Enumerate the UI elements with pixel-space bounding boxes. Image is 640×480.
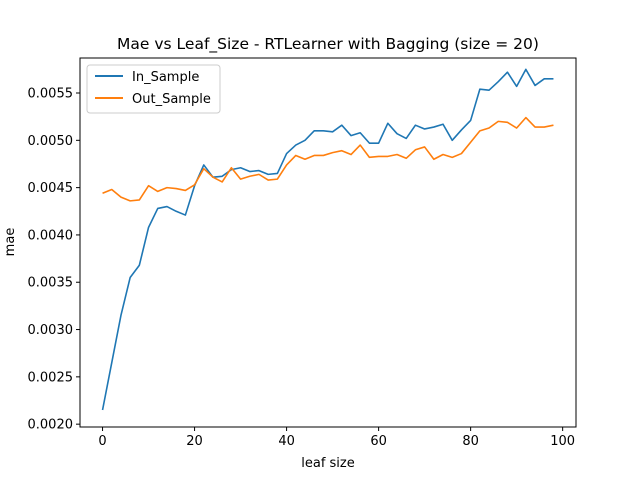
x-tick-label: 40 xyxy=(278,434,295,449)
y-axis-label: mae xyxy=(3,228,18,257)
y-tick-label: 0.0030 xyxy=(28,323,74,338)
legend-label-out-sample: Out_Sample xyxy=(132,92,211,107)
plot-background xyxy=(80,58,576,427)
plot-frame xyxy=(79,57,577,428)
y-tick-label: 0.0040 xyxy=(28,228,74,243)
legend-label-in-sample: In_Sample xyxy=(132,70,199,85)
x-tick-label: 80 xyxy=(462,434,479,449)
series-lines xyxy=(101,68,554,411)
x-tick-label: 60 xyxy=(370,434,387,449)
y-tick-label: 0.0035 xyxy=(28,276,74,291)
x-tick-label: 20 xyxy=(186,434,203,449)
y-tick-label: 0.0020 xyxy=(28,418,74,433)
y-tick-label: 0.0025 xyxy=(28,370,74,385)
chart-title: Mae vs Leaf_Size - RTLearner with Baggin… xyxy=(117,35,539,54)
y-tick-label: 0.0045 xyxy=(28,181,74,196)
x-tick-label: 0 xyxy=(98,434,106,449)
x-axis-ticks: 0 20 40 60 80 100 xyxy=(98,427,575,449)
series-line-in-sample xyxy=(101,68,554,411)
y-tick-label: 0.0050 xyxy=(28,134,74,149)
legend: In_Sample Out_Sample xyxy=(86,64,221,114)
x-tick-label: 100 xyxy=(550,434,575,449)
y-axis-ticks: 0.0020 0.0025 0.0030 0.0035 0.0040 0.0045 0.00… xyxy=(28,87,80,433)
plot-area xyxy=(80,58,576,427)
x-axis-label: leaf size xyxy=(301,456,355,471)
y-tick-label: 0.0055 xyxy=(28,87,74,102)
series-line-out-sample xyxy=(102,116,554,202)
